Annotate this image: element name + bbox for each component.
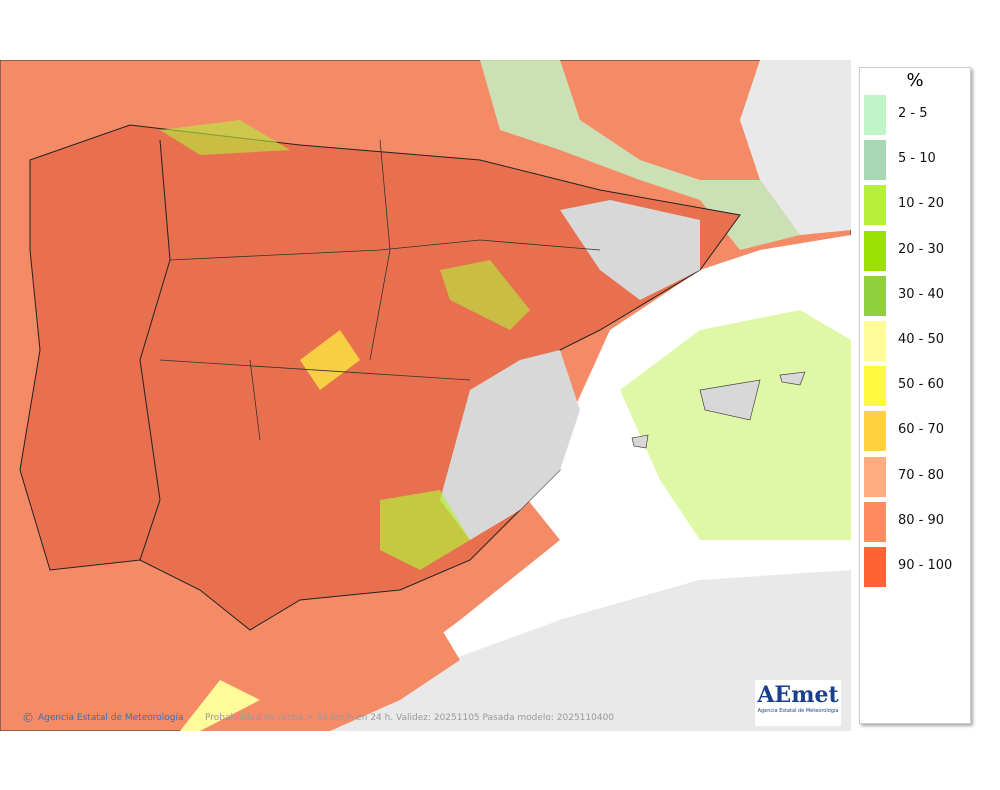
legend-swatch: [864, 275, 886, 316]
legend-item: 2 - 5: [864, 95, 968, 135]
logo: AEmet Agencia Estatal de Meteorología: [755, 680, 841, 726]
legend-item: 30 - 40: [864, 275, 968, 316]
legend-item: 40 - 50: [864, 321, 968, 361]
legend-item: 50 - 60: [864, 366, 968, 407]
island: [699, 379, 761, 421]
legend-label: 90 - 100: [898, 558, 953, 573]
wind-zone: [620, 310, 851, 540]
logo-subtitle: Agencia Estatal de Meteorología: [757, 708, 839, 714]
legend-swatch: [864, 185, 886, 226]
legend-swatch: [864, 140, 886, 181]
wind-zone: [300, 330, 360, 390]
legend-item: 20 - 30: [864, 230, 968, 271]
land-france: [740, 60, 851, 235]
island: [631, 434, 649, 449]
legend-label: 5 - 10: [898, 151, 936, 167]
legend-title: %: [906, 70, 924, 91]
logo-name: AEmet: [757, 682, 839, 708]
land-africa: [330, 570, 851, 731]
legend-swatch: [864, 456, 886, 497]
legend-label: 10 - 20: [898, 196, 945, 212]
legend-label: 70 - 80: [898, 467, 945, 483]
legend-swatch: [864, 321, 886, 361]
legend-swatch: [864, 501, 886, 542]
wind-zone: [440, 260, 530, 330]
island: [779, 371, 806, 386]
mediterranean: [380, 235, 851, 690]
wind-zone: [380, 490, 470, 570]
legend-label: 2 - 5: [898, 106, 928, 121]
map: [0, 60, 851, 731]
wind-zone: [180, 680, 260, 731]
legend-label: 60 - 70: [898, 422, 945, 438]
copyright-icon: ©: [22, 711, 34, 725]
agency-credit: Agencia Estatal de Meteorología: [38, 713, 184, 723]
region-border: [159, 139, 601, 441]
legend-label: 30 - 40: [898, 286, 945, 302]
legend-swatch: [864, 230, 886, 271]
legend-item: 70 - 80: [864, 456, 968, 497]
wind-zone: [480, 60, 800, 250]
legend-item: 60 - 70: [864, 411, 968, 452]
legend-item: 90 - 100: [864, 547, 968, 587]
border: [139, 139, 171, 561]
legend-label: 80 - 90: [898, 512, 945, 528]
legend-label: 50 - 60: [898, 377, 945, 393]
land-gray: [560, 200, 700, 300]
caption: Probabilidad de racha > 40 km/h en 24 h.…: [205, 713, 615, 723]
legend-swatch: [864, 411, 886, 452]
legend-swatch: [864, 95, 886, 135]
legend: % 2 - 5 5 - 10 10 - 20 20 - 30 30 - 40 40 - 5…: [859, 67, 971, 724]
land-gray: [440, 350, 580, 540]
legend-item: 80 - 90: [864, 501, 968, 542]
legend-swatch: [864, 547, 886, 587]
legend-item: 5 - 10: [864, 140, 968, 181]
legend-item: 10 - 20: [864, 185, 968, 226]
legend-label: 20 - 30: [898, 241, 945, 257]
legend-label: 40 - 50: [898, 332, 945, 347]
wind-zone: [160, 120, 290, 155]
legend-swatch: [864, 366, 886, 407]
